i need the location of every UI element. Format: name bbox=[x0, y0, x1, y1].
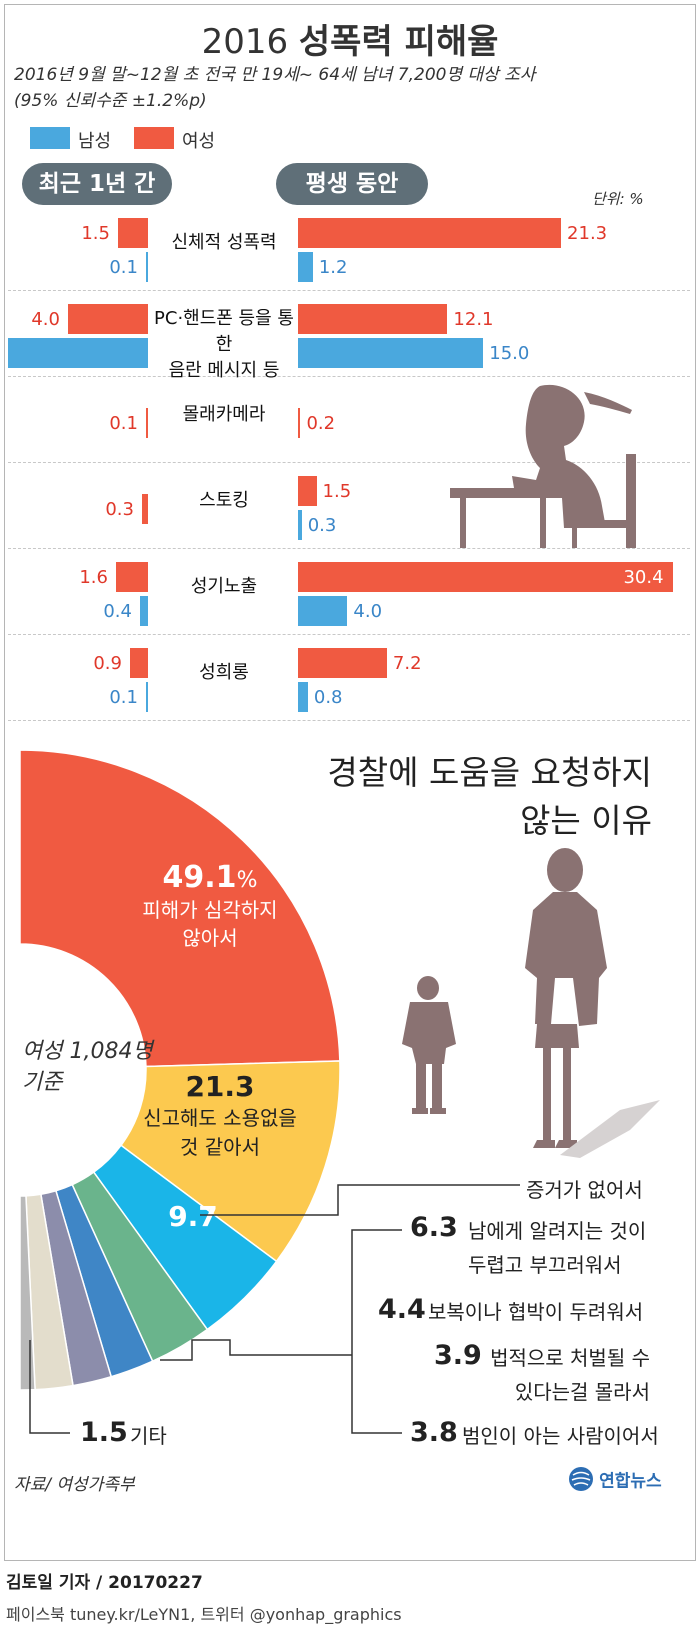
category-label: 성희롱 bbox=[199, 662, 249, 683]
row-separator bbox=[8, 290, 690, 291]
category-label: 성기노출 bbox=[190, 576, 258, 597]
lifetime-male-bar bbox=[298, 338, 484, 368]
lifetime-female-bar bbox=[298, 218, 562, 248]
recent-male-value: 0.1 bbox=[109, 257, 138, 278]
lifetime-male-bar bbox=[298, 682, 308, 712]
lifetime-female-bar bbox=[298, 648, 387, 678]
lifetime-male-value: 0.3 bbox=[307, 515, 337, 536]
reason-6-3-value: 6.3 bbox=[410, 1212, 458, 1243]
legend-female-swatch bbox=[134, 127, 174, 149]
reason-3-8-text: 범인이 아는 사람이어서 bbox=[462, 1424, 659, 1448]
woman-illustration bbox=[525, 848, 607, 1148]
reason-other-text: 기타 bbox=[130, 1424, 167, 1448]
lifetime-male-value: 1.2 bbox=[318, 257, 348, 278]
row-separator bbox=[8, 376, 690, 377]
recent-male-bar bbox=[140, 596, 148, 626]
lifetime-male-value: 0.8 bbox=[313, 687, 343, 708]
shadow-illustration bbox=[560, 1100, 660, 1158]
recent-female-bar bbox=[68, 304, 148, 334]
lifetime-male-bar bbox=[298, 596, 348, 626]
recent-female-bar bbox=[146, 408, 148, 438]
reason-other-value: 1.5 bbox=[80, 1417, 128, 1448]
recent-female-bar bbox=[118, 218, 148, 248]
slice-label-yellow: 21.3 신고해도 소용없을 것 같아서 bbox=[143, 1070, 297, 1159]
lifetime-male-value: 4.0 bbox=[353, 601, 383, 622]
recent-female-bar bbox=[142, 494, 148, 524]
reason-4-4-value: 4.4 bbox=[378, 1294, 426, 1325]
pie-slice bbox=[19, 749, 341, 1068]
recent-female-value: 0.9 bbox=[93, 653, 122, 674]
lifetime-male-bar bbox=[298, 510, 302, 540]
reason-4-4-text: 보복이나 협박이 두려워서 bbox=[428, 1300, 644, 1324]
recent-male-bar bbox=[146, 252, 148, 282]
old-man-illustration bbox=[402, 976, 456, 1114]
legend-female-label: 여성 bbox=[182, 131, 216, 152]
lifetime-female-bar bbox=[298, 562, 674, 592]
recent-male-bar bbox=[146, 682, 148, 712]
legend-male-swatch bbox=[30, 127, 70, 149]
row-separator bbox=[8, 720, 690, 721]
category-label: PC·핸드폰 등을 통한 음란 메시지 등 bbox=[154, 308, 294, 381]
lifetime-female-value: 7.2 bbox=[392, 653, 422, 674]
lifetime-female-value: 1.5 bbox=[322, 481, 352, 502]
page-title: 2016 성폭력 피해율 bbox=[201, 22, 499, 62]
lifetime-female-value: 12.1 bbox=[453, 309, 494, 330]
reporter-credit: 김토일 기자 / 20170227 bbox=[6, 1573, 203, 1593]
recent-male-value: 0.1 bbox=[109, 687, 138, 708]
row-separator bbox=[8, 634, 690, 635]
girl-at-desk-illustration bbox=[450, 384, 636, 548]
reason-6-3-text: 남에게 알려지는 것이 두렵고 부끄러워서 bbox=[468, 1219, 647, 1277]
recent-female-value: 4.0 bbox=[31, 309, 60, 330]
pie-center-label: 여성 1,084명 기준 bbox=[22, 1039, 153, 1095]
slice-label-cyan: 9.7 bbox=[168, 1200, 218, 1233]
lifetime-female-value: 30.4 bbox=[623, 567, 664, 588]
recent-female-bar bbox=[130, 648, 148, 678]
pie-title-line1: 경찰에 도움을 요청하지 bbox=[327, 753, 652, 792]
lifetime-female-bar bbox=[298, 476, 317, 506]
yonhap-globe-icon bbox=[569, 1467, 593, 1491]
reason-3-8-value: 3.8 bbox=[410, 1417, 458, 1448]
lifetime-male-bar bbox=[298, 252, 313, 282]
lifetime-female-bar bbox=[298, 304, 448, 334]
lifetime-female-value: 21.3 bbox=[567, 223, 608, 244]
reason-evidence: 증거가 없어서 bbox=[526, 1178, 643, 1202]
recent-year-header: 최근 1년 간 bbox=[22, 163, 172, 205]
pie-title: 경찰에 도움을 요청하지 않는 이유 bbox=[312, 749, 652, 845]
slice-label-red: 49.1% 피해가 심각하지 않아서 bbox=[142, 860, 278, 950]
row-separator bbox=[8, 548, 690, 549]
yonhap-logo: 연합뉴스 bbox=[568, 1466, 662, 1494]
pie-title-line2: 않는 이유 bbox=[520, 801, 652, 840]
lifetime-header: 평생 동안 bbox=[276, 163, 428, 205]
category-label: 신체적 성폭력 bbox=[171, 232, 277, 253]
row-separator bbox=[8, 462, 690, 463]
source-label: 자료/ 여성가족부 bbox=[14, 1475, 135, 1495]
subtitle: 2016년 9월 말~12월 초 전국 만 19세~ 64세 남녀 7,200명… bbox=[14, 65, 536, 111]
reason-3-9-value: 3.9 bbox=[434, 1340, 482, 1371]
recent-female-value: 1.6 bbox=[79, 567, 108, 588]
pie-slice bbox=[119, 1060, 341, 1263]
lifetime-female-bar bbox=[298, 408, 301, 438]
reason-3-9-text: 법적으로 처벌될 수 있다는걸 몰라서 bbox=[490, 1346, 650, 1404]
lifetime-female-value: 0.2 bbox=[306, 413, 336, 434]
recent-female-value: 0.3 bbox=[105, 499, 134, 520]
recent-male-value: 0.4 bbox=[103, 601, 132, 622]
unit-label: 단위: % bbox=[592, 190, 644, 208]
recent-female-value: 0.1 bbox=[109, 413, 138, 434]
recent-male-bar bbox=[8, 338, 148, 368]
recent-female-bar bbox=[116, 562, 148, 592]
recent-female-value: 1.5 bbox=[81, 223, 110, 244]
category-label: 몰래카메라 bbox=[182, 404, 266, 425]
legend-male-label: 남성 bbox=[78, 131, 112, 152]
sns-credit: 페이스북 tuney.kr/LeYN1, 트위터 @yonhap_graphic… bbox=[6, 1605, 402, 1624]
lifetime-male-value: 15.0 bbox=[489, 343, 530, 364]
category-label: 스토킹 bbox=[199, 490, 249, 511]
